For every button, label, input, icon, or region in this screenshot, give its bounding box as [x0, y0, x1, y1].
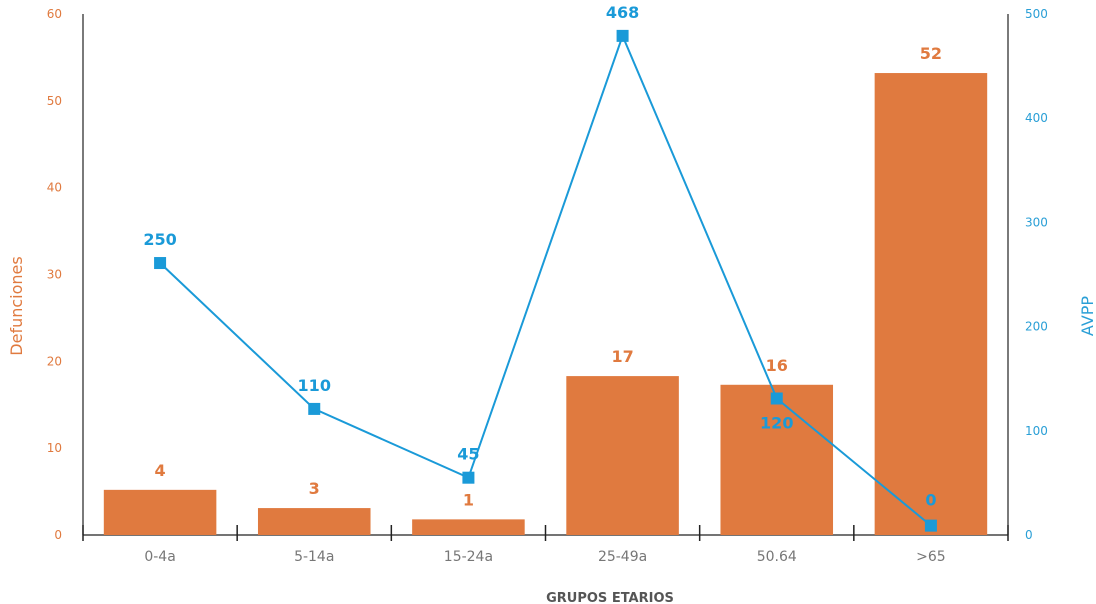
line-value-label: 120 — [760, 413, 793, 432]
bar — [257, 508, 371, 535]
y-right-tick-label: 200 — [1025, 320, 1048, 334]
y-right-tick-label: 0 — [1025, 528, 1033, 542]
y-left-tick-label: 0 — [54, 528, 62, 542]
line-value-label: 468 — [606, 3, 639, 22]
line-marker — [154, 257, 167, 270]
bar — [412, 519, 525, 535]
y-right-tick-label: 400 — [1025, 111, 1048, 125]
y-left-tick-label: 60 — [47, 7, 62, 21]
x-tick-label: 0-4a — [144, 549, 175, 565]
line-marker — [308, 402, 321, 415]
y-left-tick-label: 10 — [47, 441, 62, 455]
bar-value-label: 16 — [766, 356, 788, 375]
line-marker — [616, 29, 629, 42]
avpp-line-path — [159, 33, 932, 527]
avpp-line — [154, 29, 937, 532]
x-tick-label: >65 — [916, 549, 946, 565]
line-value-label: 0 — [925, 491, 936, 510]
bar — [103, 489, 217, 535]
y-left-tick-label: 50 — [47, 94, 62, 108]
x-tick-label: 15-24a — [444, 549, 493, 565]
line-value-label: 45 — [457, 445, 479, 464]
y-left-tick-label: 20 — [47, 354, 62, 368]
y-right-tick-label: 300 — [1025, 215, 1048, 229]
x-axis-title: GRUPOS ETARIOS — [546, 591, 674, 604]
y-right-tick-label: 100 — [1025, 424, 1048, 438]
x-tick-label: 5-14a — [294, 549, 334, 565]
bar-value-label: 3 — [309, 479, 320, 498]
line-marker — [770, 392, 783, 405]
x-tick-label: 25-49a — [598, 549, 647, 565]
bar-value-label: 17 — [611, 347, 633, 366]
y-left-tick-label: 40 — [47, 181, 62, 195]
line-value-label: 250 — [143, 230, 176, 249]
bar-value-label: 1 — [463, 490, 474, 509]
bar — [566, 376, 679, 535]
x-tick-label: 50.64 — [757, 549, 797, 565]
line-marker — [462, 471, 475, 484]
bar-value-label: 4 — [155, 461, 166, 480]
y-right-axis-title: AVPP — [1078, 296, 1096, 337]
y-left-axis-title: Defunciones — [7, 256, 26, 355]
bar — [720, 384, 834, 535]
bar — [874, 73, 988, 536]
bar-value-label: 52 — [920, 44, 942, 63]
line-marker — [924, 519, 937, 532]
y-left-tick-label: 30 — [47, 268, 62, 282]
line-value-label: 110 — [298, 376, 331, 395]
data-labels: 4 3 1 17 16 52 250 110 45 468 120 0 — [143, 3, 942, 510]
bars — [103, 73, 988, 536]
y-right-tick-label: 500 — [1025, 7, 1048, 21]
